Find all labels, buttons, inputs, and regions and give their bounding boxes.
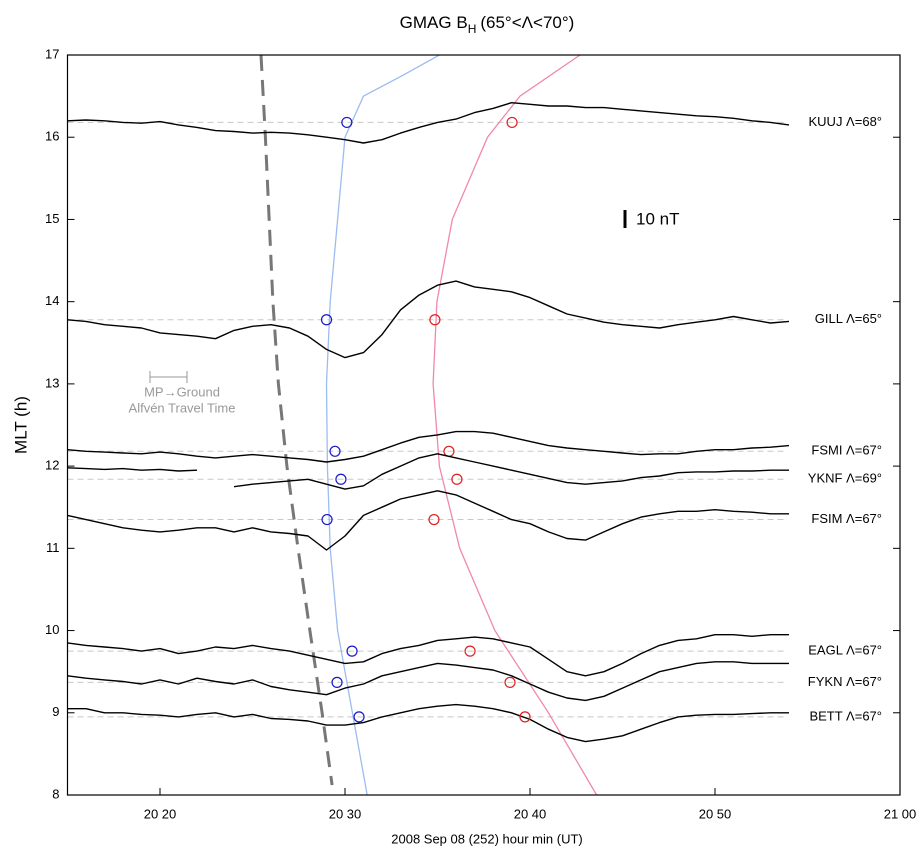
red-marker <box>464 645 476 657</box>
trace <box>67 490 789 551</box>
blue-marker <box>320 314 333 326</box>
trace <box>67 280 790 359</box>
red-marker <box>519 711 531 723</box>
plot-frame <box>66 54 901 796</box>
y-tick-label: 17 <box>45 46 59 61</box>
station-label: YKNF Λ=69° <box>808 471 882 486</box>
station-label: FSMI Λ=67° <box>811 443 882 458</box>
travel-label: Alfvén Travel Time <box>129 400 236 415</box>
title-sub: H <box>468 22 477 36</box>
trace <box>67 634 789 677</box>
red-marker <box>504 676 516 688</box>
y-tick-label: 12 <box>45 458 59 473</box>
x-axis-label: 2008 Sep 08 (252) hour min (UT) <box>391 831 582 846</box>
y-tick-label: 8 <box>52 786 59 801</box>
model-curve <box>259 55 334 786</box>
blue-marker <box>353 711 365 723</box>
blue-marker <box>321 513 333 526</box>
x-tick-label: 20 40 <box>514 806 547 821</box>
red-marker <box>506 116 518 129</box>
y-tick-label: 16 <box>45 129 59 144</box>
red-marker <box>429 314 441 326</box>
x-tick-label: 21 00 <box>884 806 917 821</box>
scale-label: 10 nT <box>636 209 679 228</box>
chart-title: GMAG BH (65°<Λ<70°) <box>400 13 575 36</box>
trace <box>67 430 790 463</box>
blue-marker <box>329 445 341 457</box>
trace <box>67 102 790 144</box>
station-label: GILL Λ=65° <box>815 311 882 326</box>
y-tick-label: 10 <box>45 622 59 637</box>
model-curve <box>432 55 598 795</box>
station-label: FYKN Λ=67° <box>808 674 882 689</box>
trace <box>67 661 789 702</box>
y-axis-label: MLT (h) <box>11 396 30 454</box>
title-rest: (65°<Λ<70°) <box>480 13 574 32</box>
red-marker <box>451 473 463 485</box>
station-label: KUUJ Λ=68° <box>809 114 883 129</box>
y-tick-label: 13 <box>45 375 59 390</box>
x-tick-label: 20 20 <box>144 806 177 821</box>
travel-label: MP→Ground <box>144 384 220 399</box>
red-marker <box>428 513 440 526</box>
x-tick-label: 20 30 <box>329 806 362 821</box>
title-main: GMAG B <box>400 13 468 32</box>
blue-marker <box>346 645 358 657</box>
station-label: FSIM Λ=67° <box>811 511 882 526</box>
y-tick-label: 11 <box>46 540 60 555</box>
model-curve <box>325 55 440 795</box>
trace <box>67 453 789 490</box>
station-label: BETT Λ=67° <box>809 708 882 723</box>
y-tick-label: 9 <box>52 704 59 719</box>
trace <box>67 703 789 743</box>
x-tick-label: 20 50 <box>699 806 732 821</box>
y-tick-label: 15 <box>45 211 59 226</box>
blue-marker <box>335 473 347 485</box>
y-tick-label: 14 <box>45 293 59 308</box>
blue-marker <box>331 676 343 688</box>
station-label: EAGL Λ=67° <box>808 643 882 658</box>
blue-marker <box>341 116 353 129</box>
